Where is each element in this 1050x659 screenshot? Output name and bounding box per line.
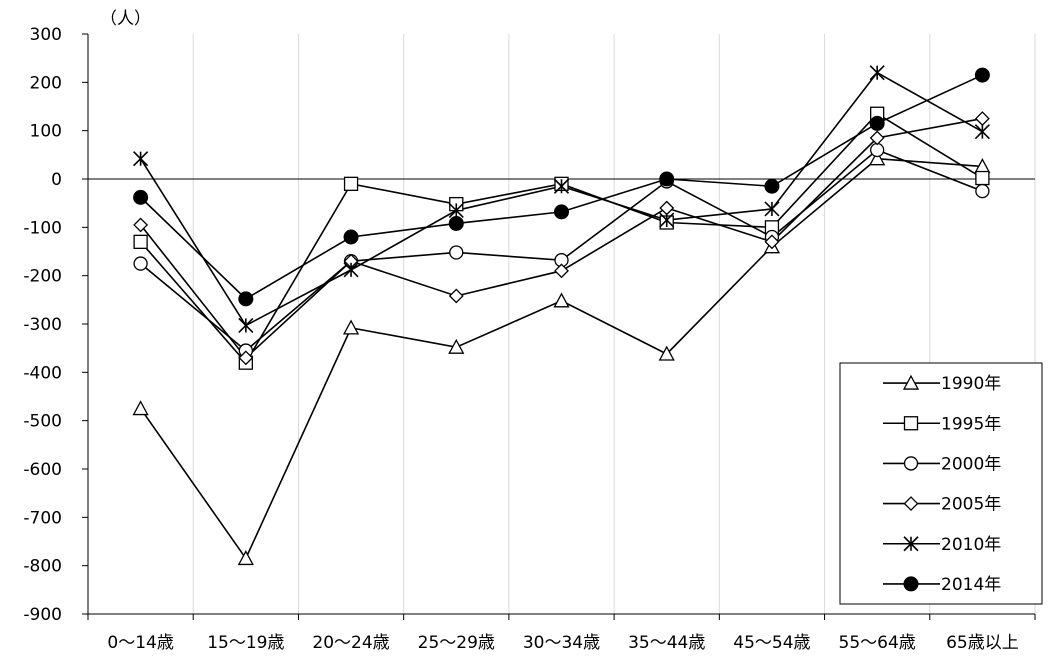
data-point-0-7 xyxy=(869,150,886,166)
x-tick-label: 30～34歳 xyxy=(523,633,600,653)
data-point-1-0 xyxy=(133,234,148,249)
y-tick-label: -100 xyxy=(23,218,62,238)
data-point-0-4 xyxy=(553,292,570,308)
data-point-4-6 xyxy=(764,201,780,217)
data-point-2-0 xyxy=(133,256,148,271)
data-point-5-0 xyxy=(133,189,149,205)
y-tick-label: -300 xyxy=(23,315,62,335)
data-point-5-6 xyxy=(764,178,780,194)
legend-label: 1995年 xyxy=(941,414,1001,434)
data-point-0-2 xyxy=(342,319,360,335)
data-point-3-6 xyxy=(764,234,780,250)
legend-box xyxy=(839,362,1043,605)
data-point-4-0 xyxy=(133,151,149,167)
legend-marker xyxy=(902,374,920,390)
legend-item: 2010年 xyxy=(883,535,1001,555)
legend-marker xyxy=(903,536,919,552)
series-line-3 xyxy=(139,117,983,360)
data-point-2-7 xyxy=(870,142,885,158)
x-tick-label: 35～44歳 xyxy=(628,633,705,653)
data-point-2-3 xyxy=(449,245,464,260)
grid-lines xyxy=(192,34,1036,614)
legend-marker xyxy=(903,416,919,431)
y-tick-label: -400 xyxy=(23,363,62,383)
data-point-5-1 xyxy=(238,291,254,307)
data-point-0-5 xyxy=(658,345,675,361)
data-point-4-7 xyxy=(869,65,885,81)
legend-item: 2005年 xyxy=(883,495,1001,515)
data-point-3-8 xyxy=(974,111,990,127)
legend-label: 1990年 xyxy=(941,374,1001,394)
y-tick-label: -200 xyxy=(23,267,62,287)
series-line-4 xyxy=(139,71,983,327)
y-tick-label: -900 xyxy=(23,605,62,625)
x-tick-label: 55～64歳 xyxy=(839,633,916,653)
y-axis-unit-label: （人） xyxy=(100,9,151,29)
legend-item: 1995年 xyxy=(883,414,1001,434)
data-point-0-1 xyxy=(237,550,254,566)
data-point-0-0 xyxy=(132,400,149,416)
series-line-1 xyxy=(140,112,983,365)
data-point-3-3 xyxy=(448,288,464,304)
y-tick-label: -800 xyxy=(23,557,62,577)
data-point-5-7 xyxy=(869,115,885,131)
legend-marker xyxy=(903,576,919,592)
data-point-3-7 xyxy=(869,130,885,146)
x-tick-label: 45～54歳 xyxy=(733,633,810,653)
x-tick-label: 25～29歳 xyxy=(418,633,495,653)
data-point-4-8 xyxy=(974,124,990,140)
data-point-5-4 xyxy=(554,204,569,220)
data-point-4-5 xyxy=(659,212,675,228)
legend-marker xyxy=(903,496,919,512)
y-tick-label: 0 xyxy=(51,170,62,190)
data-point-5-5 xyxy=(659,171,675,187)
y-tick-label: -600 xyxy=(23,460,62,480)
y-tick-label: -500 xyxy=(23,412,62,432)
legend-label: 2010年 xyxy=(941,535,1001,555)
data-point-1-8 xyxy=(975,170,990,186)
legend-marker xyxy=(903,456,919,471)
x-tick-label: 0～14歳 xyxy=(107,633,173,653)
data-point-4-3 xyxy=(448,202,464,218)
legend: 1990年 1995年 2000年 2005年 2010年 2014年 xyxy=(839,362,1043,605)
data-point-4-1 xyxy=(238,317,254,334)
data-point-3-0 xyxy=(133,217,149,233)
data-point-4-4 xyxy=(553,178,570,194)
y-tick-label: 200 xyxy=(30,73,62,93)
data-point-4-2 xyxy=(343,262,359,278)
data-point-5-2 xyxy=(343,229,359,245)
data-point-3-4 xyxy=(554,263,569,279)
legend-label: 2005年 xyxy=(941,495,1001,515)
data-point-3-5 xyxy=(659,200,675,216)
y-tick-label: 300 xyxy=(30,25,62,45)
x-tick-label: 15～19歳 xyxy=(207,633,284,653)
legend-label: 2000年 xyxy=(941,454,1001,474)
legend-item: 2000年 xyxy=(883,454,1001,474)
data-point-2-8 xyxy=(975,183,990,199)
data-point-3-1 xyxy=(238,350,254,366)
y-tick-label: -700 xyxy=(23,508,62,528)
data-point-5-3 xyxy=(448,215,464,231)
legend-label: 2014年 xyxy=(941,575,1001,595)
x-tick-label: 20～24歳 xyxy=(312,633,389,653)
x-tick-label: 65歳以上 xyxy=(946,633,1019,653)
axes: 300 200 100 0 -100 -200 -300 -400 -500 -600 -700 -8… xyxy=(23,25,1036,653)
legend-item: 1990年 xyxy=(883,374,1001,394)
data-point-1-2 xyxy=(343,176,359,191)
y-tick-label: 100 xyxy=(30,122,62,142)
legend-item: 2014年 xyxy=(883,575,1001,595)
data-point-0-3 xyxy=(448,338,465,354)
series-group xyxy=(132,65,991,566)
data-point-5-8 xyxy=(974,67,990,83)
